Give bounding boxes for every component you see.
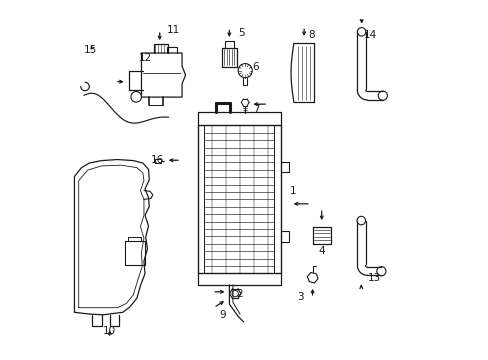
Text: 14: 14 <box>364 30 377 40</box>
Text: 10: 10 <box>103 326 116 336</box>
Text: 2: 2 <box>236 289 243 298</box>
Text: 11: 11 <box>166 25 180 35</box>
Text: 8: 8 <box>307 30 314 40</box>
Text: 4: 4 <box>318 246 325 256</box>
Text: 16: 16 <box>150 154 163 165</box>
Text: 6: 6 <box>251 62 258 72</box>
Text: 1: 1 <box>289 186 296 196</box>
Text: 12: 12 <box>138 53 151 63</box>
Text: 7: 7 <box>253 104 260 114</box>
Text: 5: 5 <box>238 27 244 37</box>
Text: 15: 15 <box>83 45 97 55</box>
Text: 3: 3 <box>297 292 304 302</box>
Text: 13: 13 <box>367 273 380 283</box>
Text: 9: 9 <box>219 310 225 320</box>
